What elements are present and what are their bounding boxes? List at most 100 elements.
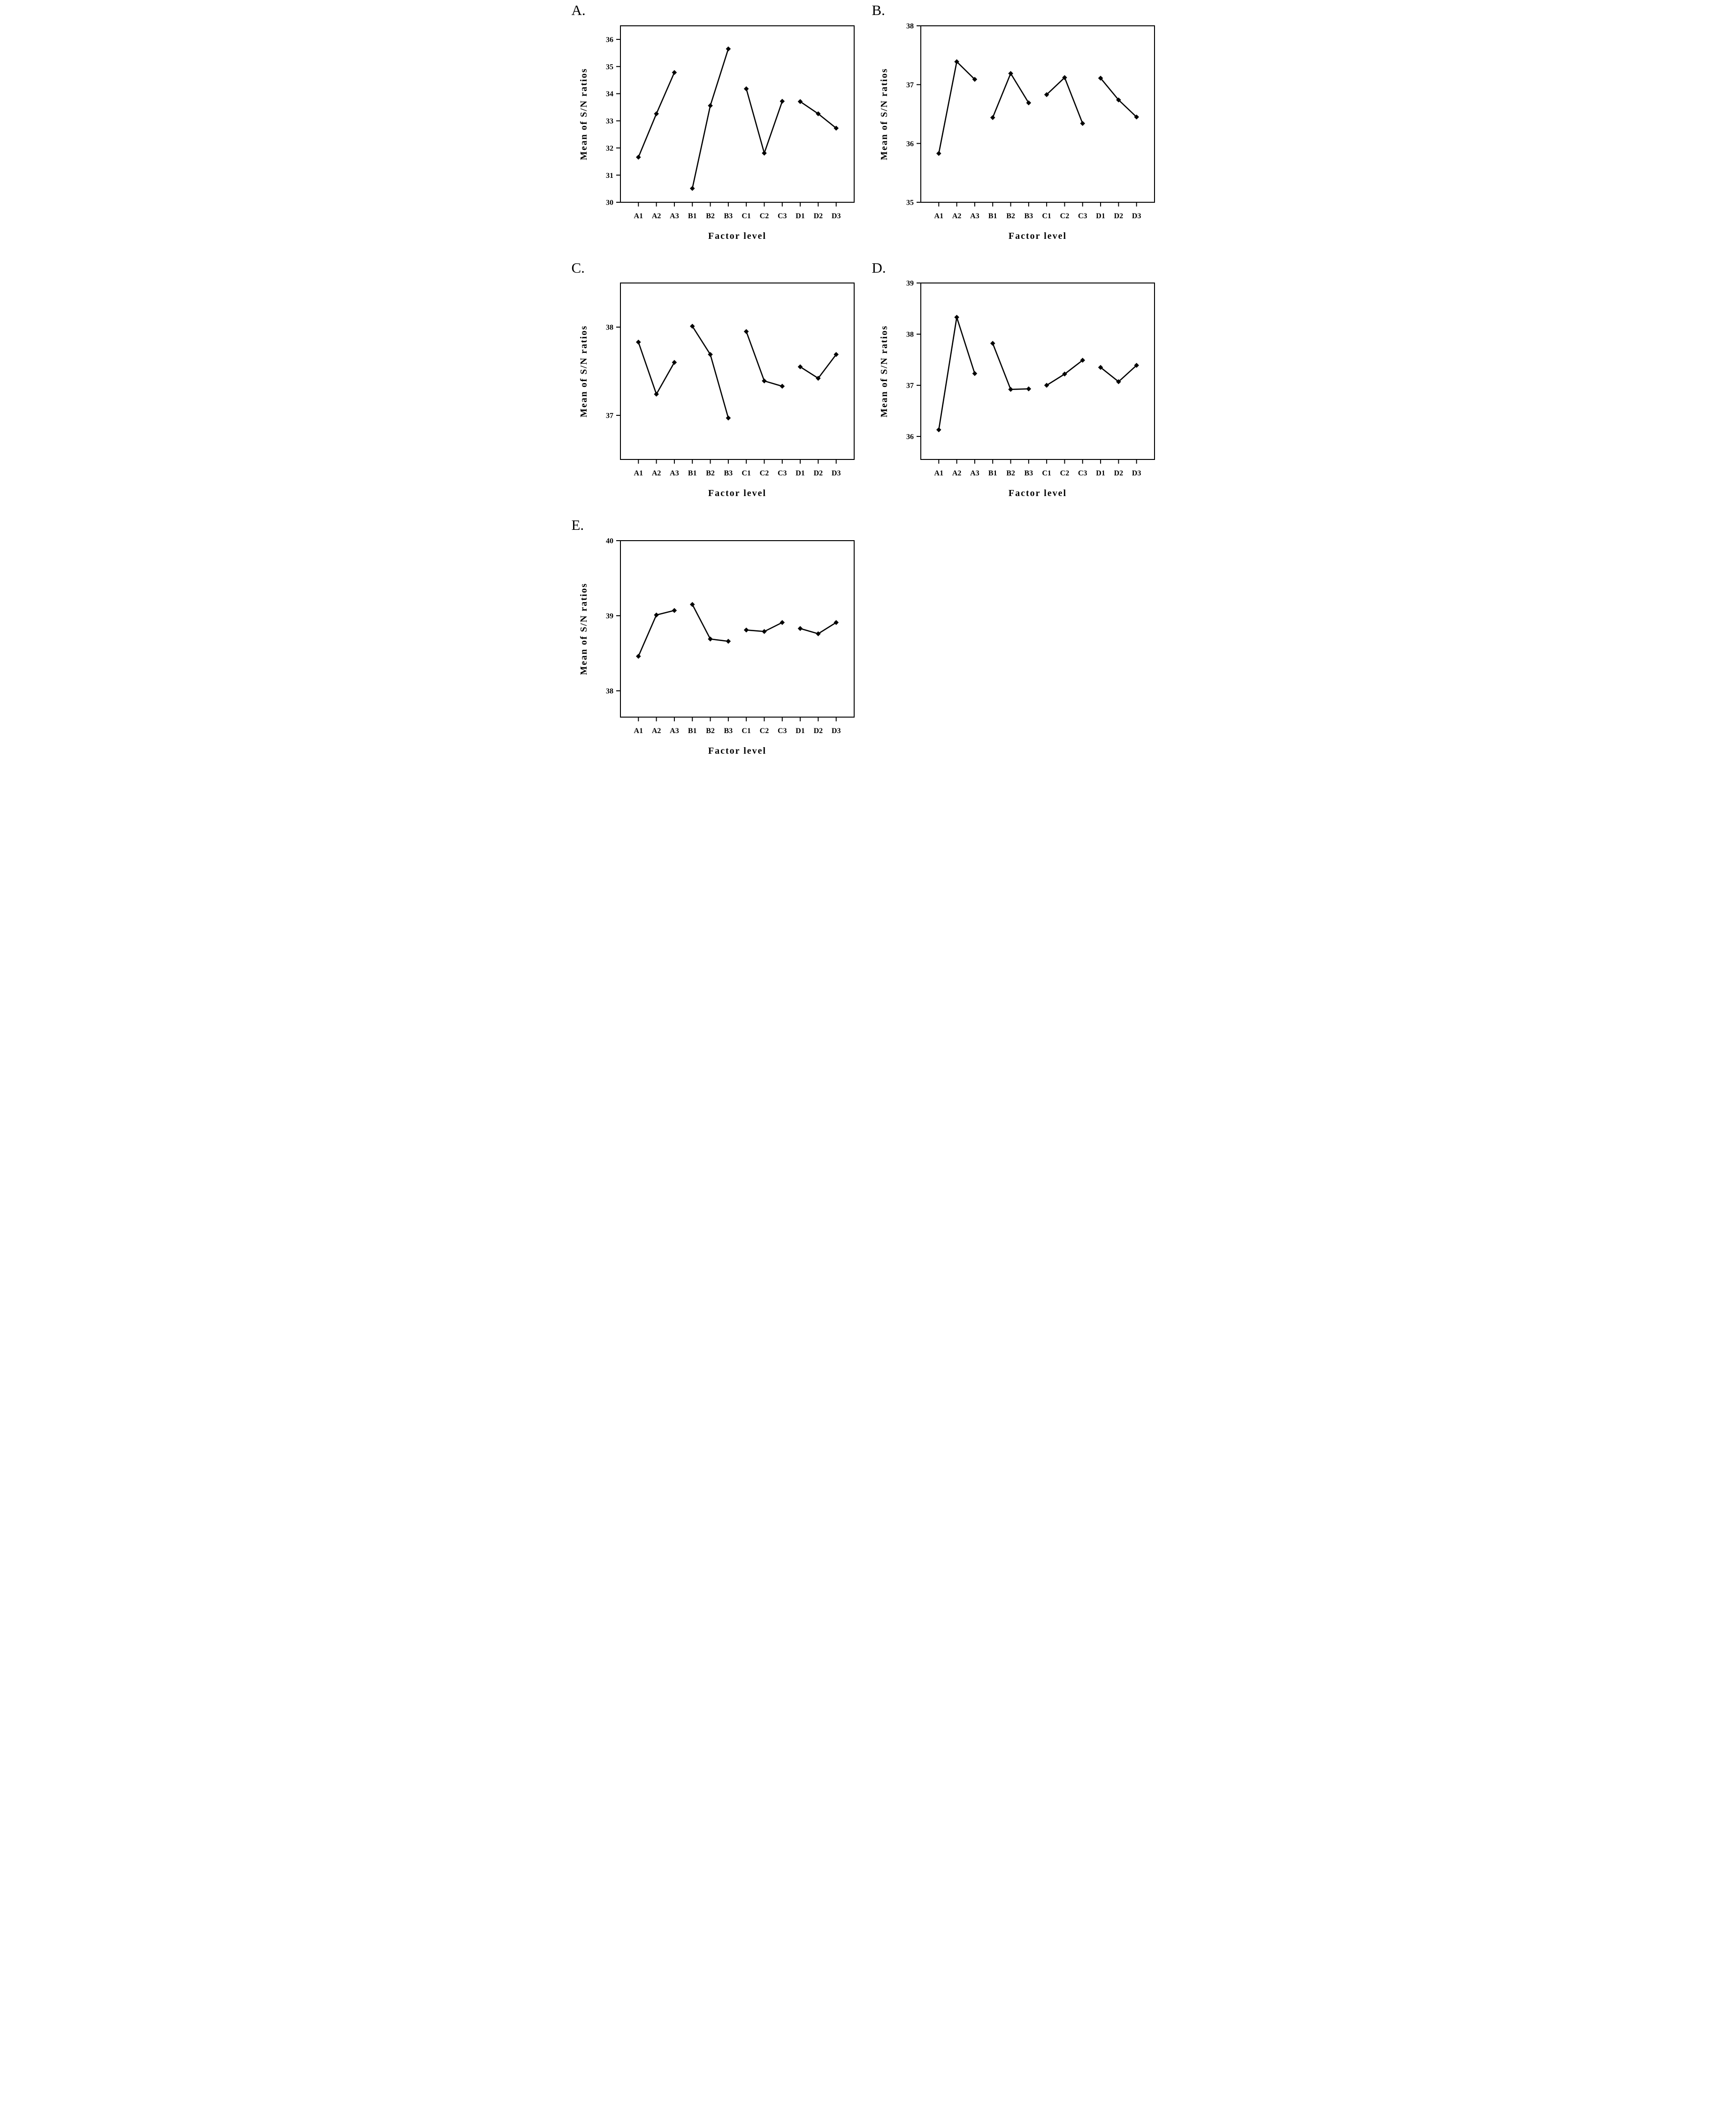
x-tick-label: D3 xyxy=(831,727,841,735)
x-tick-label: C1 xyxy=(742,469,751,477)
point-marker xyxy=(815,111,821,116)
x-tick-label: D2 xyxy=(813,727,823,735)
sn-ratio-chart-svg: 35 36 37 38 A1 A2 A3 B1 B2 B3 C1 C2 C3 D1 D2 D3 Factor l… xyxy=(879,22,1155,241)
point-marker xyxy=(833,619,839,625)
x-tick-label: B1 xyxy=(988,212,997,220)
point-marker xyxy=(1079,358,1085,363)
point-marker xyxy=(815,631,821,636)
x-axis-label: Factor level xyxy=(708,746,766,756)
point-marker xyxy=(1133,363,1139,368)
point-marker xyxy=(1098,365,1103,370)
y-tick-label: 35 xyxy=(906,199,914,206)
point-marker xyxy=(954,59,959,64)
x-tick-label: C2 xyxy=(1060,212,1069,220)
y-tick-label: 36 xyxy=(906,140,914,148)
x-tick-label: B2 xyxy=(706,212,715,220)
x-tick-label: D3 xyxy=(1132,469,1141,477)
x-tick-label: C3 xyxy=(1078,469,1087,477)
point-marker xyxy=(833,352,839,357)
panel-empty xyxy=(868,515,1169,772)
x-tick-label: A3 xyxy=(970,212,979,220)
point-marker xyxy=(990,115,995,120)
point-marker xyxy=(1008,70,1013,76)
point-marker xyxy=(726,415,731,421)
point-marker xyxy=(954,314,959,320)
x-tick-label: A1 xyxy=(634,727,643,735)
panel-c-label: C. xyxy=(571,259,585,276)
y-tick-label: 37 xyxy=(906,81,914,89)
x-tick-label: B3 xyxy=(1024,212,1033,220)
point-marker xyxy=(761,150,767,156)
point-marker xyxy=(1062,371,1067,377)
point-marker xyxy=(797,626,803,631)
panel-b-chart: 35 36 37 38 A1 A2 A3 B1 B2 B3 C1 C2 C3 D1 D2 D3 Factor l… xyxy=(874,19,1169,253)
x-tick-label: C1 xyxy=(742,212,751,220)
x-tick-label: B2 xyxy=(706,727,715,735)
y-axis-label: Mean of S/N ratios xyxy=(579,582,589,675)
x-tick-label: C3 xyxy=(1078,212,1087,220)
x-tick-label: A3 xyxy=(670,727,679,735)
point-marker xyxy=(1026,386,1031,392)
y-tick-label: 39 xyxy=(606,612,613,620)
point-marker xyxy=(761,378,767,384)
y-tick-label: 38 xyxy=(906,331,914,339)
point-marker xyxy=(1044,92,1049,97)
series-line xyxy=(938,60,975,154)
point-marker xyxy=(653,111,659,116)
point-marker xyxy=(635,154,641,160)
point-marker xyxy=(672,608,677,613)
x-tick-label: C3 xyxy=(777,727,787,735)
y-axis-label: Mean of S/N ratios xyxy=(879,68,889,160)
point-marker xyxy=(635,653,641,659)
point-marker xyxy=(1044,382,1049,388)
x-tick-label: D1 xyxy=(795,212,805,220)
y-tick-label: 31 xyxy=(606,171,613,179)
panel-a-chart: 30 31 32 33 34 35 36 A1 A2 A3 B1 B2 B3 C1 C2 C3 D1 D2 D3 Fa… xyxy=(574,19,868,253)
point-marker xyxy=(1116,97,1121,102)
series-line xyxy=(992,72,1029,118)
series-line xyxy=(691,604,729,642)
point-marker xyxy=(936,151,941,156)
panel-a: A. 30 31 32 33 34 35 36 A1 A2 A3 B1 B2 B3 C1 C2 C3 D1 D2 D… xyxy=(568,0,868,258)
sn-ratio-chart-svg: 37 38 A1 A2 A3 B1 B2 B3 C1 C2 C3 D1 D2 D3 Factor level… xyxy=(579,283,855,498)
x-tick-label: A2 xyxy=(651,727,661,735)
y-tick-label: 33 xyxy=(606,117,613,125)
plot-frame xyxy=(920,25,1155,203)
series-line xyxy=(1046,76,1083,124)
y-tick-label: 34 xyxy=(606,90,613,98)
x-tick-label: B3 xyxy=(724,469,733,477)
x-tick-label: B2 xyxy=(706,469,715,477)
x-axis-label: Factor level xyxy=(708,231,766,241)
panel-e-chart: 38 39 40 A1 A2 A3 B1 B2 B3 C1 C2 C3 D1 D2 D3 Factor lev… xyxy=(574,534,868,768)
x-tick-label: B1 xyxy=(688,727,696,735)
x-tick-label: B3 xyxy=(724,727,733,735)
x-axis-label: Factor level xyxy=(1008,231,1066,241)
x-tick-label: A2 xyxy=(952,469,961,477)
point-marker xyxy=(689,602,695,607)
point-marker xyxy=(779,383,785,389)
point-marker xyxy=(1098,75,1103,81)
x-tick-label: C1 xyxy=(1042,469,1051,477)
x-tick-label: A1 xyxy=(934,469,943,477)
point-marker xyxy=(653,391,659,397)
point-marker xyxy=(990,341,995,346)
y-tick-label: 37 xyxy=(906,382,914,390)
x-tick-label: D2 xyxy=(813,212,823,220)
x-tick-label: D3 xyxy=(1132,212,1141,220)
y-tick-label: 36 xyxy=(606,36,613,44)
point-marker xyxy=(635,339,641,345)
x-tick-label: B3 xyxy=(724,212,733,220)
x-tick-label: A2 xyxy=(651,469,661,477)
point-marker xyxy=(707,636,713,642)
point-marker xyxy=(743,86,749,92)
panel-d: D. 36 37 38 39 A1 A2 A3 B1 B2 B3 C1 C2 C3 D1 D2 D3 Facto… xyxy=(868,258,1169,515)
point-marker xyxy=(779,99,785,104)
y-tick-label: 40 xyxy=(606,537,613,545)
point-marker xyxy=(1026,100,1031,106)
x-axis-label: Factor level xyxy=(1008,488,1066,498)
x-tick-label: D1 xyxy=(795,727,805,735)
point-marker xyxy=(726,638,731,644)
panel-a-label: A. xyxy=(571,2,586,18)
panel-d-chart: 36 37 38 39 A1 A2 A3 B1 B2 B3 C1 C2 C3 D1 D2 D3 Factor l… xyxy=(874,276,1169,510)
x-tick-label: B1 xyxy=(688,469,696,477)
